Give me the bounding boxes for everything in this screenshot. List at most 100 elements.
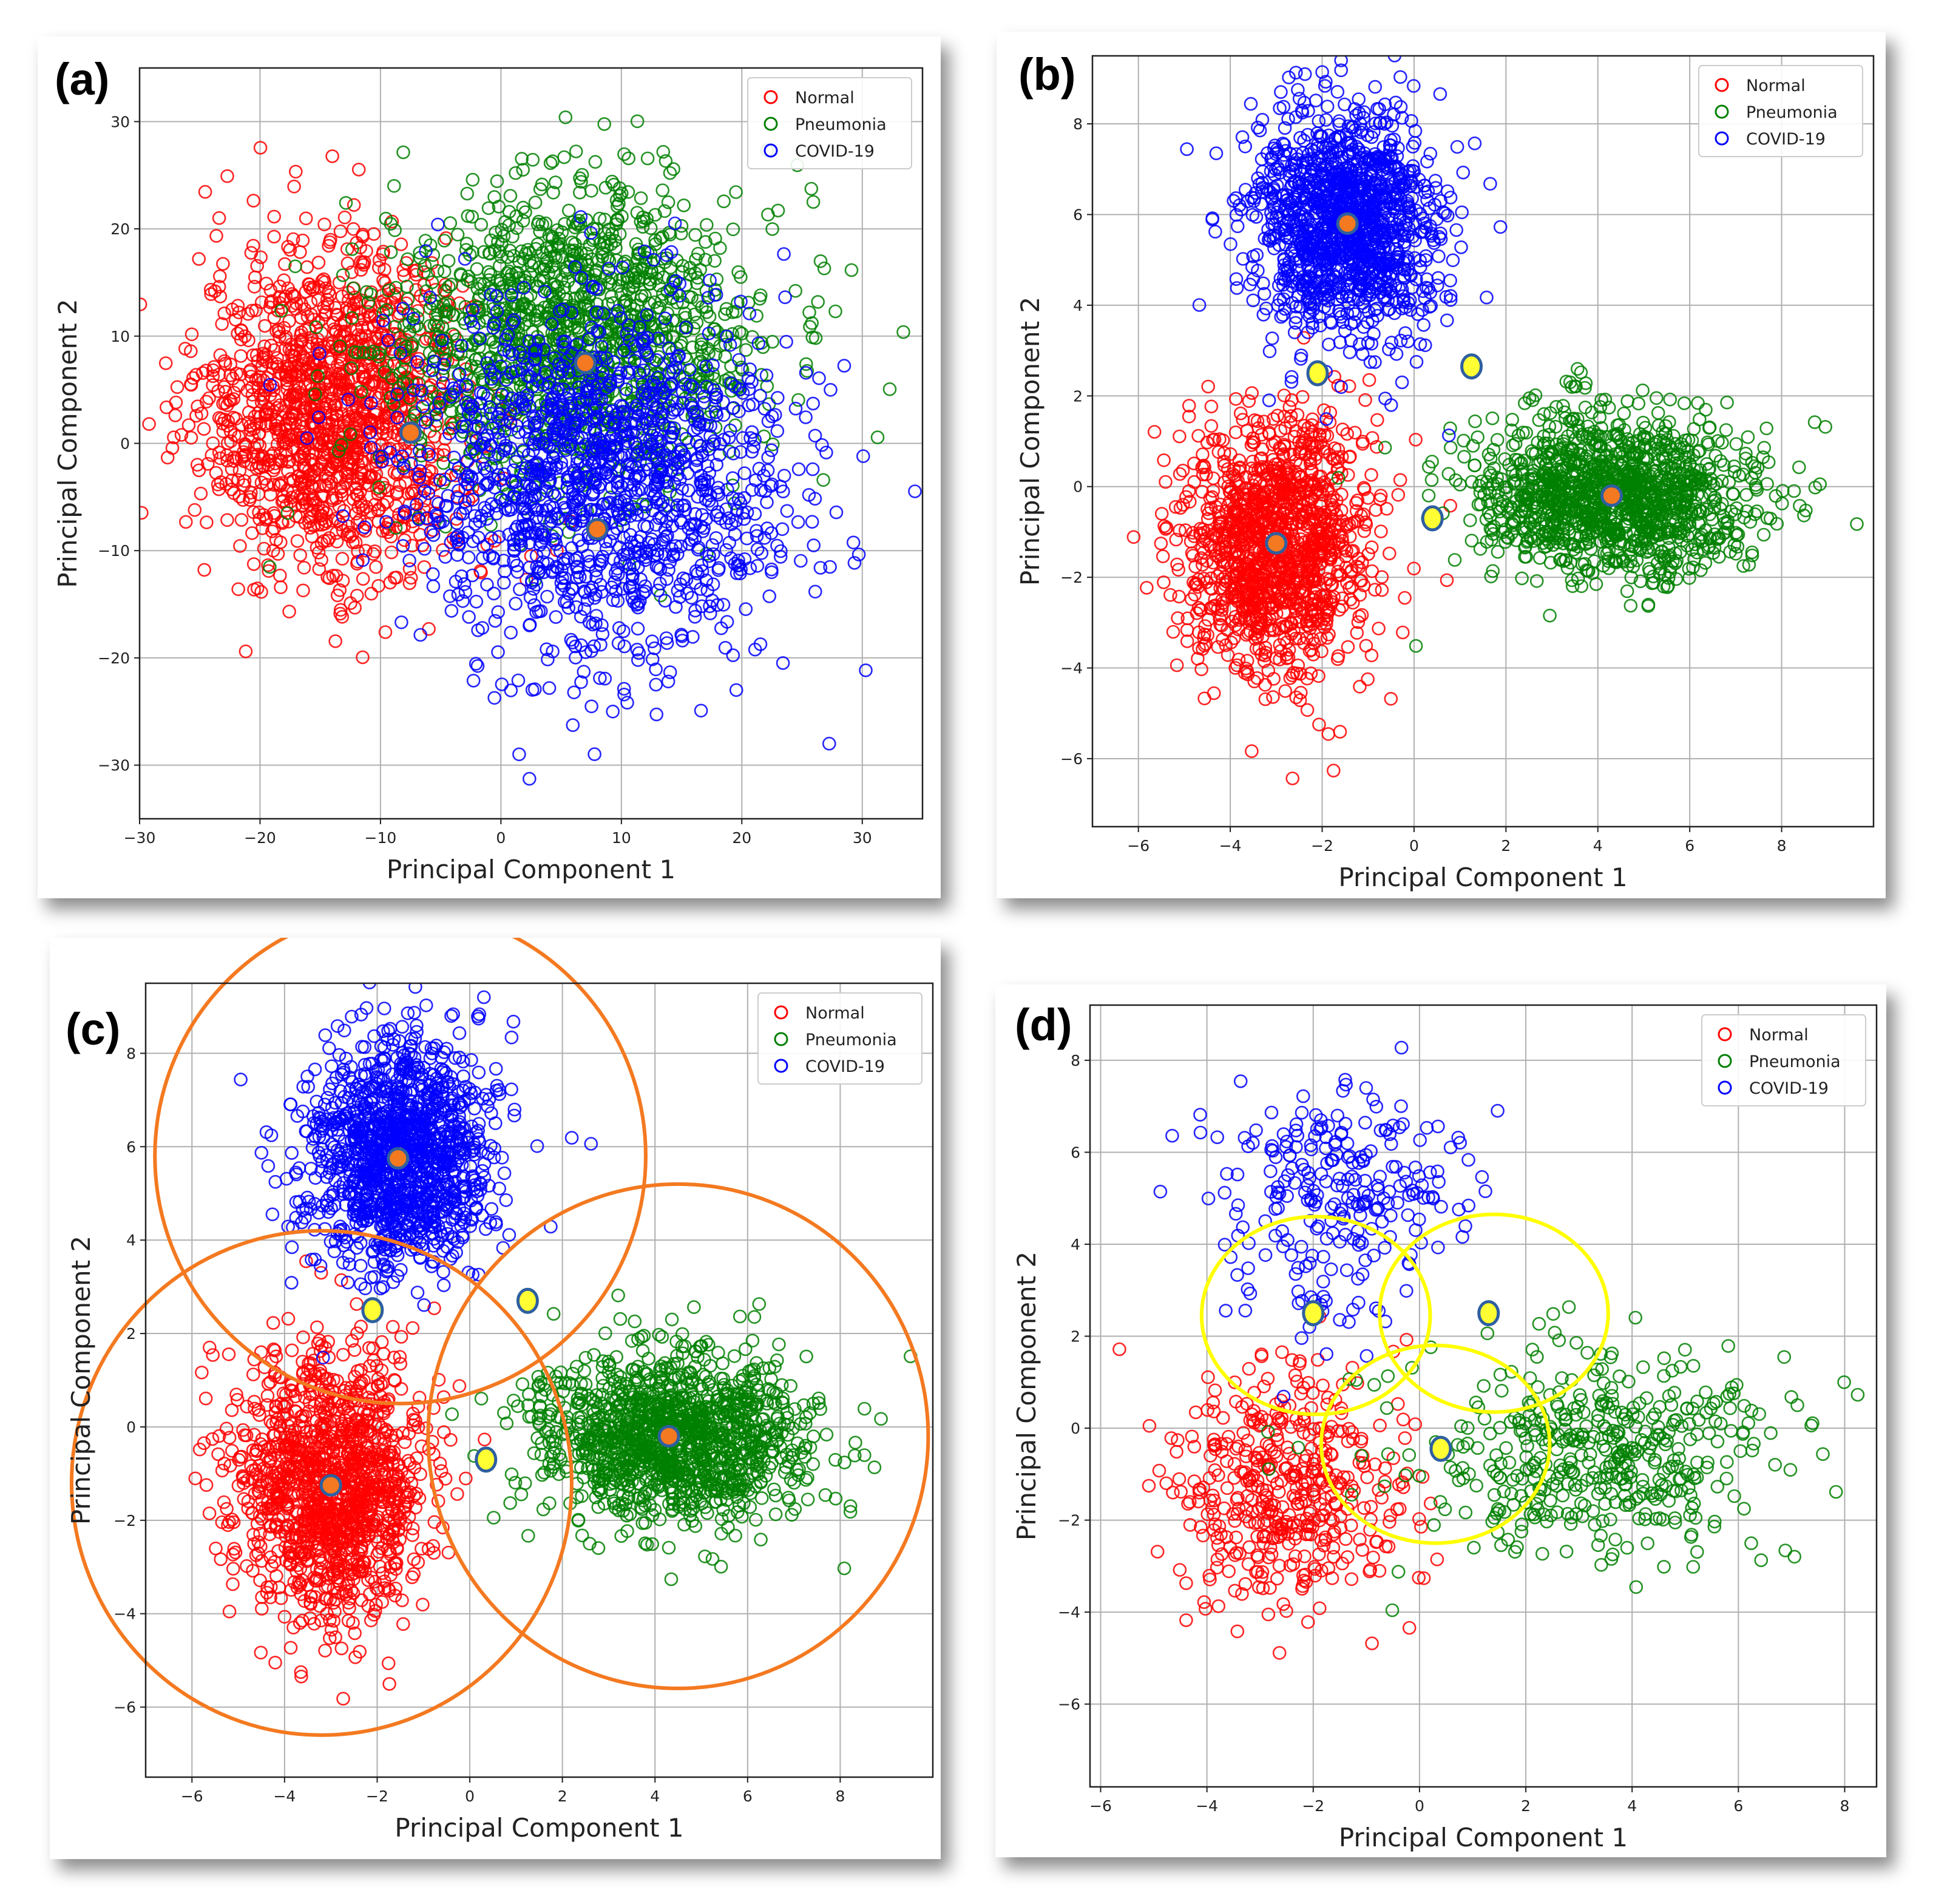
data-point-covid19	[491, 605, 506, 619]
data-point-covid19	[586, 279, 600, 294]
data-point-covid19	[656, 532, 671, 547]
data-point-pneumonia	[331, 444, 346, 458]
data-point-covid19	[623, 581, 637, 595]
data-point-normal	[243, 363, 258, 377]
data-point-covid19	[396, 302, 410, 316]
data-point-normal	[422, 622, 436, 636]
data-point-pneumonia	[618, 254, 632, 269]
data-point-covid19	[799, 410, 813, 424]
data-point-pneumonia	[817, 261, 831, 276]
data-point-covid19	[719, 515, 733, 530]
data-point-normal	[160, 400, 174, 415]
data-point-covid19	[637, 506, 651, 520]
y-tick-label: 30	[110, 113, 130, 130]
data-point-pneumonia	[580, 246, 594, 261]
data-point-pneumonia	[489, 225, 503, 240]
data-point-covid19	[504, 288, 519, 302]
data-point-covid19	[757, 530, 772, 545]
data-point-normal	[345, 265, 359, 279]
data-point-covid19	[601, 262, 616, 276]
data-point-normal	[330, 343, 344, 357]
data-point-normal	[359, 543, 373, 558]
data-point-pneumonia	[418, 259, 432, 273]
data-point-normal	[1317, 403, 1331, 418]
data-point-normal	[1204, 399, 1219, 414]
data-point-covid19	[469, 594, 484, 609]
data-point-pneumonia	[574, 290, 588, 303]
data-point-normal	[188, 503, 202, 517]
data-point-covid19	[492, 530, 506, 544]
data-point-covid19	[357, 520, 372, 535]
data-point-pneumonia	[601, 322, 615, 336]
data-point-normal	[305, 403, 319, 418]
data-point-normal	[1443, 498, 1458, 513]
data-point-pneumonia	[568, 291, 583, 305]
data-point-covid19	[620, 327, 634, 341]
legend-marker-normal	[763, 90, 778, 104]
data-point-covid19	[736, 431, 750, 445]
data-point-normal	[205, 448, 219, 462]
data-point-covid19	[458, 252, 472, 266]
data-point-covid19	[671, 547, 685, 561]
data-point-covid19	[737, 512, 751, 526]
data-point-covid19	[566, 635, 580, 649]
data-point-normal	[385, 214, 399, 229]
data-point-covid19	[589, 570, 603, 584]
data-point-covid19	[447, 381, 461, 396]
data-point-pneumonia	[413, 246, 427, 260]
data-point-covid19	[508, 401, 523, 415]
data-point-normal	[371, 420, 385, 435]
data-point-normal	[307, 464, 322, 478]
data-point-covid19	[819, 446, 833, 459]
data-point-covid19	[570, 451, 584, 465]
data-point-normal	[311, 546, 326, 560]
data-point-covid19	[556, 302, 570, 317]
data-point-covid19	[580, 593, 595, 607]
data-point-covid19	[455, 569, 469, 583]
data-point-normal	[315, 274, 330, 288]
data-point-covid19	[750, 529, 764, 543]
data-point-covid19	[470, 659, 485, 673]
data-point-pneumonia	[719, 337, 733, 352]
data-point-normal	[402, 576, 417, 591]
data-point-covid19	[549, 610, 563, 624]
data-point-covid19	[461, 551, 476, 564]
data-point-pneumonia	[381, 283, 396, 297]
data-point-normal	[256, 521, 269, 535]
data-point-covid19	[649, 662, 663, 677]
data-point-normal	[212, 269, 227, 283]
data-point-covid19	[688, 609, 702, 624]
data-point-normal	[394, 237, 408, 251]
data-point-covid19	[693, 438, 707, 453]
data-point-covid19	[418, 415, 433, 430]
data-point-normal	[1340, 427, 1355, 441]
data-point-covid19	[363, 425, 377, 439]
data-point-covid19	[851, 547, 866, 561]
data-point-covid19	[432, 396, 447, 410]
data-point-normal	[267, 209, 282, 224]
data-point-covid19	[595, 497, 610, 512]
data-point-covid19	[649, 353, 663, 367]
centroid-marker	[399, 421, 422, 444]
data-point-pneumonia	[757, 429, 771, 444]
data-point-normal	[197, 563, 212, 577]
data-point-normal	[336, 424, 350, 439]
data-point-covid19	[694, 558, 709, 572]
data-point-covid19	[671, 468, 685, 482]
data-point-covid19	[431, 217, 445, 232]
data-point-covid19	[654, 461, 668, 475]
data-point-normal	[197, 422, 211, 436]
data-point-normal	[319, 305, 333, 319]
data-point-pneumonia	[465, 172, 480, 187]
data-point-pneumonia	[717, 194, 731, 209]
data-point-normal	[364, 417, 379, 432]
data-point-pneumonia	[403, 391, 417, 405]
data-point-normal	[208, 284, 222, 299]
data-point-normal	[354, 467, 368, 481]
data-point-pneumonia	[430, 390, 445, 404]
data-point-covid19	[594, 637, 608, 652]
data-point-covid19	[694, 469, 708, 483]
data-point-normal	[282, 605, 296, 618]
data-point-normal	[259, 276, 274, 291]
